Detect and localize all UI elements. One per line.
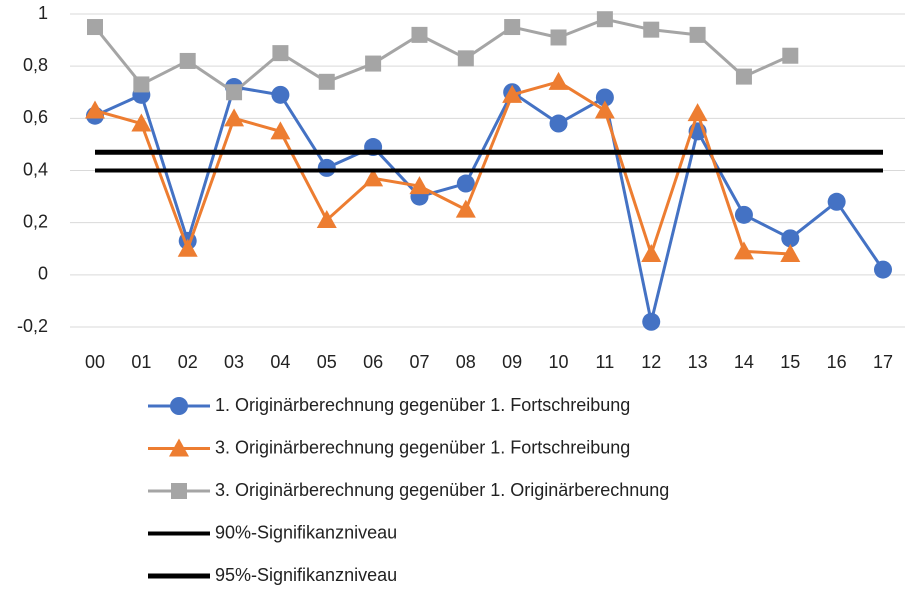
series-line xyxy=(94,85,885,324)
legend-label: 3. Originärberechnung gegenüber 1. Forts… xyxy=(215,437,630,457)
marker xyxy=(272,45,289,62)
marker xyxy=(363,168,384,187)
marker xyxy=(270,121,291,140)
marker xyxy=(457,50,474,67)
marker xyxy=(643,21,660,38)
marker xyxy=(781,229,800,248)
legend-label: 90%-Signifikanzniveau xyxy=(215,522,397,542)
marker xyxy=(409,176,430,195)
x-tick-label: 15 xyxy=(780,352,800,372)
x-tick-label: 08 xyxy=(456,352,476,372)
marker xyxy=(456,174,475,193)
series-line xyxy=(93,17,791,94)
marker xyxy=(318,73,335,90)
marker xyxy=(780,243,801,262)
legend-label: 3. Originärberechnung gegenüber 1. Origi… xyxy=(215,480,669,500)
x-tick-label: 01 xyxy=(131,352,151,372)
x-tick-label: 03 xyxy=(224,352,244,372)
marker xyxy=(317,158,336,177)
marker xyxy=(827,192,846,211)
x-tick-label: 11 xyxy=(596,352,615,372)
marker xyxy=(687,103,708,122)
x-tick-label: 10 xyxy=(549,352,569,372)
marker xyxy=(504,19,521,36)
marker xyxy=(596,11,613,28)
marker xyxy=(548,71,569,90)
marker xyxy=(85,100,105,119)
y-tick-label: 0,8 xyxy=(23,55,48,75)
marker xyxy=(177,238,198,257)
x-tick-label: 17 xyxy=(873,352,893,372)
marker xyxy=(133,76,150,93)
marker xyxy=(131,113,152,132)
marker xyxy=(169,438,189,457)
x-tick-label: 09 xyxy=(502,352,522,372)
marker xyxy=(455,199,476,218)
y-tick-label: 0,6 xyxy=(23,107,48,127)
marker xyxy=(689,26,706,43)
marker xyxy=(179,52,196,69)
marker xyxy=(595,88,614,107)
marker xyxy=(735,68,752,85)
marker xyxy=(224,108,245,127)
marker xyxy=(502,84,523,103)
x-tick-label: 14 xyxy=(734,352,754,372)
marker xyxy=(550,29,567,46)
marker xyxy=(734,205,753,224)
marker xyxy=(642,312,661,331)
series-line xyxy=(94,80,791,256)
x-tick-label: 04 xyxy=(270,352,290,372)
marker xyxy=(316,210,337,229)
y-tick-label: 0,2 xyxy=(23,211,48,231)
marker xyxy=(271,85,290,104)
marker xyxy=(170,397,188,415)
marker xyxy=(782,47,799,64)
marker xyxy=(411,26,428,43)
x-tick-label: 13 xyxy=(688,352,708,372)
x-tick-label: 02 xyxy=(178,352,198,372)
marker xyxy=(641,243,662,262)
y-tick-label: 0 xyxy=(38,264,48,284)
legend-label: 95%-Signifikanzniveau xyxy=(215,565,397,585)
marker xyxy=(171,483,187,499)
marker xyxy=(594,100,615,119)
marker xyxy=(874,260,892,279)
y-tick-label: -0,2 xyxy=(17,316,48,336)
x-tick-label: 05 xyxy=(317,352,337,372)
x-tick-label: 16 xyxy=(827,352,847,372)
legend-label: 1. Originärberechnung gegenüber 1. Forts… xyxy=(215,395,630,415)
y-tick-label: 1 xyxy=(38,3,48,23)
marker xyxy=(549,114,568,133)
y-tick-label: 0,4 xyxy=(23,159,48,179)
x-tick-label: 07 xyxy=(409,352,429,372)
x-tick-label: 06 xyxy=(363,352,383,372)
marker xyxy=(226,84,243,101)
marker xyxy=(733,241,754,260)
x-tick-label: 12 xyxy=(641,352,661,372)
marker xyxy=(365,55,382,72)
marker xyxy=(87,19,103,36)
x-tick-label: 00 xyxy=(85,352,105,372)
